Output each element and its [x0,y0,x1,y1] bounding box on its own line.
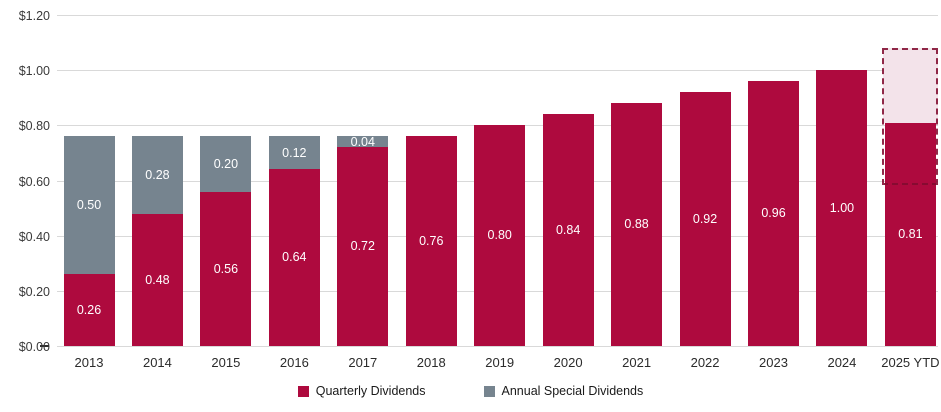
bar-value-label: 0.76 [419,233,444,248]
bar-segment-quarterly: 0.80 [474,125,526,346]
y-axis-tick-label: $0.00 [18,340,50,354]
bar-segment-quarterly: 0.84 [542,114,594,346]
gridline [57,70,938,72]
bar-segment-quarterly: 0.56 [200,191,252,346]
bar-value-label: 0.28 [145,167,170,182]
x-axis-tick-label: 2014 [142,355,172,370]
bar-value-label: 0.48 [145,272,170,287]
gridline [57,346,938,347]
bar-value-label: 0.04 [350,134,375,149]
bar-value-label: 0.92 [692,211,718,226]
bar-segment-quarterly: 0.92 [679,92,731,346]
bar-segment-quarterly: 0.26 [63,274,115,346]
y-axis-tick-label: $1.00 [18,64,50,79]
x-axis-tick-label: 2022 [690,355,720,370]
bar-segment-special: 0.50 [63,136,115,275]
x-axis-tick-label: 2013 [74,355,104,370]
quarterly-dividends-swatch-icon [297,385,309,397]
x-axis-tick-label: 2019 [485,355,515,370]
x-axis-tick-label: 2024 [827,355,857,370]
bar-value-label: 1.00 [829,200,855,215]
bar-segment-special: 0.20 [200,136,252,192]
y-axis-tick-label: $0.20 [18,284,50,299]
legend-item-quarterly-dividends: Quarterly Dividends [297,384,426,398]
legend-label: Quarterly Dividends [315,384,426,398]
legend: Quarterly Dividends Annual Special Divid… [0,384,941,398]
bar-segment-special: 0.28 [131,136,183,214]
x-axis-tick-label: 2016 [279,355,309,370]
x-axis-tick-label: 2018 [416,355,446,370]
bar-segment-quarterly: 0.64 [268,169,320,346]
bar-segment-quarterly: 1.00 [816,70,868,346]
bar-segment-quarterly: 0.76 [405,136,457,346]
x-axis-tick-label: 2020 [553,355,583,370]
y-axis-tick-label: $0.60 [18,174,50,189]
bar-segment-quarterly: 0.72 [337,147,389,346]
x-axis-tick-label: 2025 YTD [881,355,940,370]
legend-item-annual-special-dividends: Annual Special Dividends [483,384,644,398]
projected-dividend-dashed-box [882,48,939,185]
bar-segment-quarterly: 0.88 [611,103,663,346]
bar-value-label: 0.26 [76,302,102,317]
bar-value-label: 0.81 [898,227,923,242]
bar-value-label: 0.64 [282,250,307,265]
projected-dividend-fill [882,48,938,123]
bar-value-label: 0.96 [761,206,786,221]
bar-segment-special: 0.12 [268,136,320,170]
bar-segment-quarterly: 0.48 [131,213,183,346]
legend-label: Annual Special Dividends [501,384,644,398]
bar-value-label: 0.72 [350,239,375,254]
x-axis-tick-label: 2015 [211,355,241,370]
bar-segment-quarterly: 0.81 [884,122,936,346]
bar-value-label: 0.12 [282,145,307,160]
y-axis-tick-label: $0.40 [18,229,50,244]
x-axis-tick-label: 2021 [622,355,652,370]
y-axis-tick-label: $0.80 [18,119,50,134]
bar-value-label: 0.50 [76,198,102,213]
bar-value-label: 0.88 [624,217,649,232]
bar-segment-special: 0.04 [337,134,389,149]
x-axis-tick-label: 2017 [348,355,378,370]
bar-value-label: 0.20 [213,156,239,171]
bar-value-label: 0.84 [555,222,581,237]
x-axis-tick-label: 2023 [759,355,788,370]
bar-segment-quarterly: 0.96 [748,81,799,346]
gridline [57,15,938,17]
x-axis-tick [40,345,49,347]
y-axis-tick-label: $1.20 [18,9,50,24]
bar-value-label: 0.80 [487,228,512,243]
annual-special-dividends-swatch-icon [483,385,495,397]
bar-value-label: 0.56 [213,261,239,276]
